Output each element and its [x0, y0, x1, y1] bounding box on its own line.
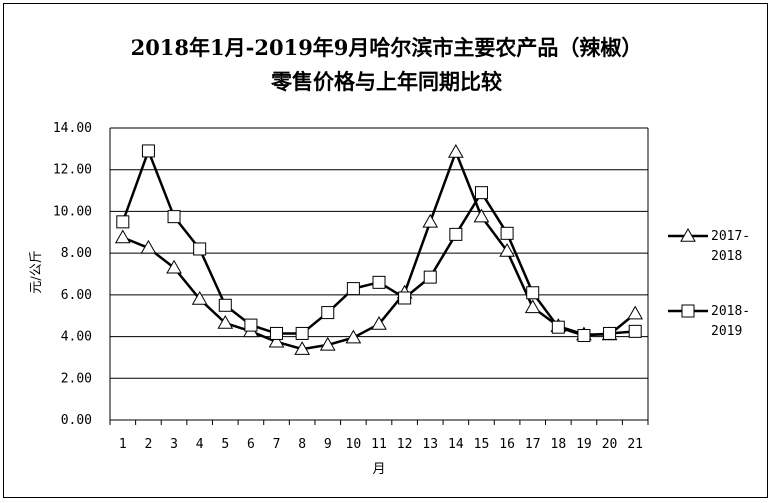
legend-label: 2018 — [711, 249, 742, 264]
y-tick-label: 2.00 — [61, 371, 92, 386]
square-point — [270, 326, 284, 340]
grid-lines — [109, 127, 649, 421]
x-tick-label: 3 — [170, 437, 178, 452]
triangle-point — [191, 291, 208, 305]
x-tick-label: 17 — [525, 437, 541, 452]
x-tick-label: 18 — [551, 437, 567, 452]
x-axis-label: 月 — [372, 462, 385, 477]
x-tick-label: 5 — [221, 437, 229, 452]
square-point — [603, 326, 617, 340]
legend-label: 2017- — [711, 229, 750, 244]
x-tick-label: 6 — [247, 437, 255, 452]
square-point — [398, 291, 412, 305]
x-tick-label: 19 — [576, 437, 592, 452]
square-point — [551, 320, 565, 334]
x-tick-label: 20 — [602, 437, 618, 452]
y-tick-label: 6.00 — [61, 288, 92, 303]
x-tick-label: 7 — [273, 437, 281, 452]
series-group — [114, 143, 644, 355]
y-tick-label: 12.00 — [53, 163, 92, 178]
square-point — [295, 326, 309, 340]
y-tick-labels: 0.00 2.00 4.00 6.00 8.00 10.00 12.00 14.00 — [53, 121, 92, 428]
square-point — [577, 329, 591, 343]
triangle-point — [217, 315, 234, 329]
triangle-point — [268, 333, 285, 348]
triangle-point — [114, 229, 131, 244]
triangle-point — [371, 316, 387, 330]
y-tick-label: 0.00 — [61, 413, 92, 428]
y-tick-label: 8.00 — [61, 246, 92, 261]
x-tick-labels: 1 2 3 4 5 6 7 8 9 10 11 12 13 14 15 16 17 18 19 20 21 — [109, 420, 649, 452]
triangle-point — [499, 243, 515, 257]
square-point — [372, 275, 386, 289]
y-tick-label: 14.00 — [53, 121, 92, 136]
square-point — [193, 242, 207, 256]
square-point — [474, 186, 488, 200]
legend-marker — [680, 227, 696, 242]
x-tick-label: 21 — [627, 437, 643, 452]
chart-title-line1: 2018年1月-2019年9月哈尔滨市主要农产品（辣椒） — [130, 35, 643, 60]
triangle-point — [319, 336, 336, 351]
y-tick-label: 4.00 — [61, 330, 92, 345]
legend-label: 2019 — [711, 324, 742, 339]
triangle-point — [345, 329, 362, 344]
x-tick-label: 14 — [448, 437, 464, 452]
square-point — [167, 210, 181, 224]
triangle-point — [166, 259, 182, 274]
x-tick-label: 11 — [371, 437, 387, 452]
legend-marker — [681, 304, 695, 318]
x-tick-label: 2 — [145, 437, 153, 452]
triangle-point — [627, 305, 644, 320]
chart-title-line2: 零售价格与上年同期比较 — [271, 69, 502, 94]
x-tick-label: 9 — [324, 437, 332, 452]
x-tick-label: 8 — [298, 437, 306, 452]
square-point — [244, 318, 258, 332]
square-point — [526, 286, 540, 300]
triangle-point — [524, 299, 541, 314]
legend-label: 2018- — [711, 304, 750, 319]
triangle-point — [473, 208, 490, 223]
square-point — [500, 226, 514, 240]
series-2 — [116, 144, 642, 343]
x-tick-label: 4 — [196, 437, 204, 452]
chart-frame — [3, 3, 768, 498]
x-tick-label: 1 — [119, 437, 127, 452]
square-point — [116, 215, 130, 229]
triangle-point — [294, 341, 311, 355]
x-tick-label: 10 — [346, 437, 362, 452]
x-tick-label: 15 — [474, 437, 490, 452]
x-tick-label: 12 — [397, 437, 413, 452]
triangle-point — [422, 213, 439, 228]
square-point — [218, 298, 232, 312]
square-point — [449, 227, 463, 241]
square-point — [423, 270, 437, 284]
x-tick-label: 16 — [499, 437, 515, 452]
x-tick-label: 13 — [422, 437, 438, 452]
y-axis-label: 元/公斤 — [29, 250, 44, 293]
triangle-point — [447, 143, 464, 158]
square-point — [628, 324, 642, 338]
legend: 2017- 2018 2018- 2019 — [668, 227, 750, 339]
square-point — [321, 306, 335, 320]
square-point — [346, 282, 360, 296]
y-tick-label: 10.00 — [53, 204, 92, 219]
triangle-point — [140, 239, 157, 254]
square-point — [141, 144, 155, 158]
